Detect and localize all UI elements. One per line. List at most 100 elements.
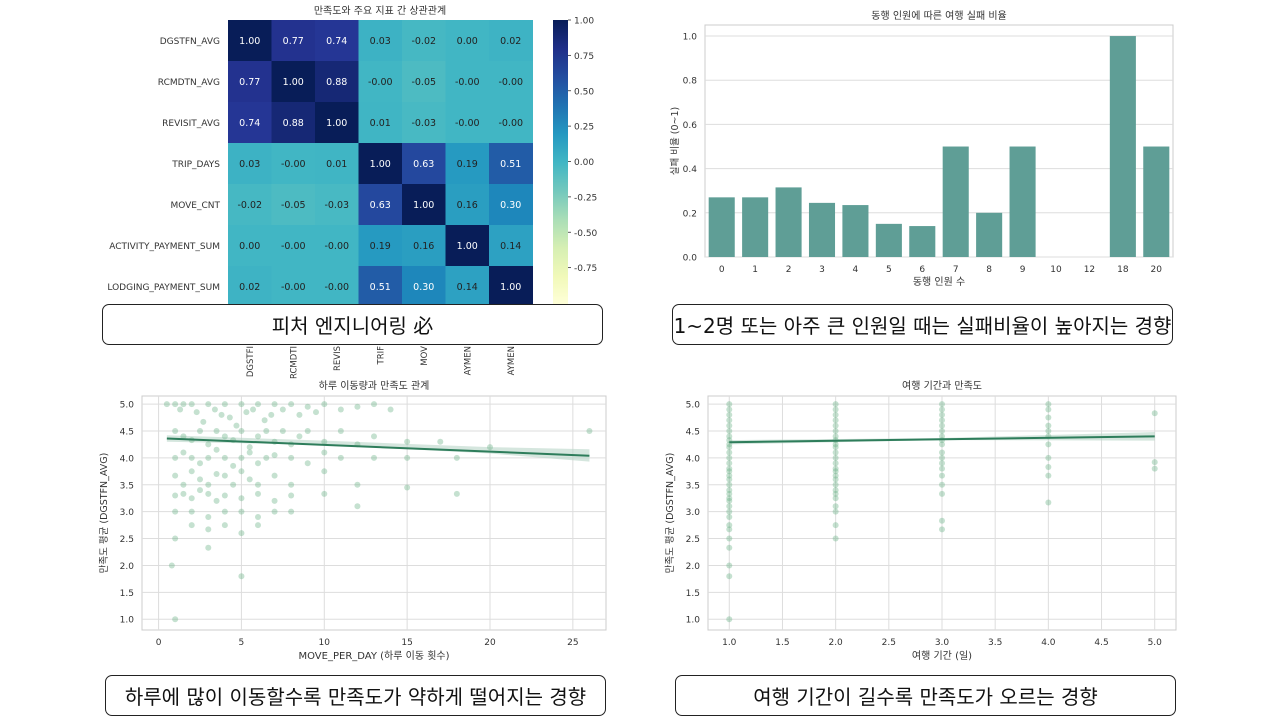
heatmap-cell-label: -0.03 [411, 118, 436, 129]
scatter-point [832, 522, 839, 529]
scatter-point [832, 460, 839, 467]
scatter-trip-panel: 여행 기간과 만족도 1.0 1.5 2.0 2.5 3.0 3.5 4.0 4.5 5.0 1.0… [640, 370, 1280, 670]
heatmap-cell [489, 225, 533, 267]
scatter-point [213, 497, 220, 504]
scatter-point [832, 433, 839, 440]
heatmap-cell-label: 1.00 [500, 282, 521, 293]
scatter-point [1045, 401, 1052, 408]
scatter-point [1045, 422, 1052, 429]
scatter-point [213, 446, 220, 453]
heatmap-cell-label: -0.05 [411, 77, 436, 88]
heatmap-cell-label: 0.74 [326, 36, 347, 47]
scatter-xtick-label: 3.0 [935, 638, 950, 648]
scatter-title: 하루 이동량과 만족도 관계 [319, 379, 430, 392]
scatter-xtick-label: 25 [567, 638, 578, 648]
heatmap-cell-label: 0.01 [370, 118, 391, 129]
scatter-xlabel: MOVE_PER_DAY (하루 이동 횟수) [298, 649, 449, 662]
bar-xtick-label: 8 [986, 265, 992, 275]
scatter-point [197, 427, 203, 434]
heatmap-cell-label: 0.77 [239, 77, 260, 88]
scatter-ytick-label: 1.0 [686, 616, 701, 626]
scatter-ytick-label: 4.0 [120, 454, 135, 464]
heatmap-row-label: REVISIT_AVG [162, 119, 220, 129]
scatter-point [205, 490, 212, 497]
scatter-point [255, 490, 261, 497]
scatter-point [268, 411, 275, 418]
scatter-point [180, 449, 187, 456]
scatter-point [213, 471, 220, 477]
scatter-point [172, 472, 179, 479]
heatmap-cell-label: 1.00 [283, 77, 304, 88]
heatmap-cell-label: -0.00 [324, 282, 349, 293]
heatmap-cell [402, 143, 446, 185]
scatter-point [939, 433, 945, 440]
heatmap-col-label: RCMDTI [289, 346, 299, 379]
scatter-point [832, 406, 839, 413]
regression-line [166, 437, 590, 457]
scatter-point [832, 465, 839, 472]
scatter-point [726, 497, 733, 504]
scatter-point [205, 454, 212, 461]
scatter-point [188, 495, 195, 502]
heatmap-cell [402, 61, 446, 103]
heatmap-cell-label: 0.88 [283, 118, 304, 129]
scatter-point [288, 401, 295, 408]
heatmap-cell [315, 184, 359, 226]
scatter-point [726, 562, 733, 569]
heatmap-cell [445, 225, 490, 267]
bar [976, 212, 1003, 257]
scatter-point [1151, 459, 1158, 466]
scatter-point [200, 418, 207, 425]
scatter-xtick-label: 4.5 [1094, 638, 1108, 648]
heatmap-cell [228, 61, 272, 103]
scatter-point [197, 476, 203, 483]
scatter-point [205, 481, 212, 488]
scatter-point [939, 441, 945, 448]
heatmap-cell-label: 0.02 [239, 282, 260, 293]
scatter-point [1045, 454, 1052, 461]
scatter-point [832, 441, 839, 448]
bar [909, 226, 936, 257]
scatter-ytick-label: 1.0 [120, 616, 135, 626]
scatter-point [271, 452, 278, 459]
scatter-point [832, 495, 839, 502]
scatter-point [213, 427, 220, 434]
scatter-point [487, 444, 493, 451]
heatmap-cell [228, 143, 272, 185]
heatmap-cell [402, 20, 446, 62]
scatter-point [321, 438, 328, 445]
heatmap-cell [315, 266, 359, 308]
colorbar-tick-label: 0.25 [574, 123, 594, 133]
heatmap-col-label: AYMEN [507, 346, 517, 375]
heatmap-cell [315, 20, 359, 62]
scatter-point [197, 460, 203, 467]
colorbar-tick-label: 1.00 [574, 17, 594, 27]
scatter-point [180, 490, 187, 497]
scatter-point [726, 449, 733, 456]
scatter-ytick-label: 5.0 [120, 401, 135, 411]
heatmap-cell [358, 184, 403, 226]
colorbar-tick-label: -0.75 [574, 264, 597, 274]
heatmap-cell [358, 266, 403, 308]
scatter-point [832, 401, 839, 408]
scatter-point [939, 481, 945, 488]
scatter-point [230, 481, 237, 488]
scatter-xtick-label: 4.0 [1041, 638, 1056, 648]
scatter-point [238, 508, 245, 515]
scatter-point [172, 401, 179, 408]
bar-ytick-label: 0.0 [683, 254, 698, 264]
heatmap-cell [228, 184, 272, 226]
scatter-ytick-label: 4.0 [686, 454, 701, 464]
heatmap-cell [228, 20, 272, 62]
scatter-point [246, 449, 253, 456]
scatter-point [221, 401, 228, 408]
failure-rate-bar-chart: 동행 인원에 따른 여행 실패 비율0.00.20.40.60.81.00 1 2 3… [670, 10, 1174, 288]
bar-xtick-label: 9 [1020, 265, 1026, 275]
heatmap-cell-label: -0.03 [324, 200, 349, 211]
bar-xtick-label: 20 [1151, 265, 1163, 275]
scatter-point [218, 411, 225, 418]
heatmap-cell [271, 102, 316, 144]
heatmap-cell [228, 266, 272, 308]
heatmap-cell-label: 0.03 [370, 36, 391, 47]
regression-line [729, 435, 1155, 444]
